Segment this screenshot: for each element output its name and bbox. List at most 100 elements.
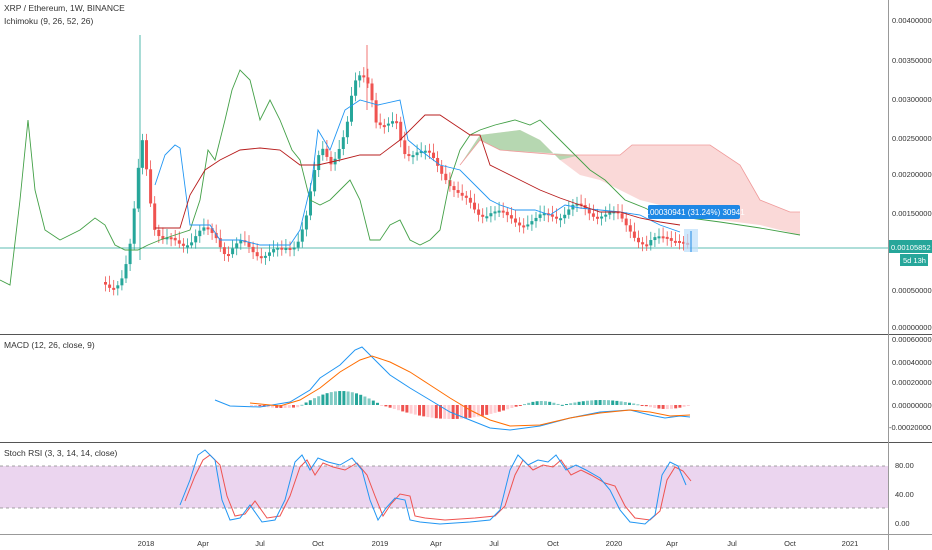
candle-body xyxy=(251,246,255,253)
candle-body xyxy=(522,225,526,228)
macd-pane[interactable] xyxy=(0,336,888,441)
macd-histogram-bar xyxy=(573,402,577,405)
macd-histogram-bar xyxy=(678,405,682,408)
macd-tick: 0.00060000 xyxy=(892,335,932,344)
candle-body xyxy=(682,241,686,244)
macd-histogram-bar xyxy=(451,405,455,419)
candle-body xyxy=(608,212,612,215)
candle-body xyxy=(641,242,645,245)
candle-body xyxy=(444,173,448,181)
macd-histogram-bar xyxy=(342,391,346,405)
macd-histogram-bar xyxy=(556,403,560,405)
macd-histogram-bar xyxy=(384,405,388,407)
price-tick: 0.00300000 xyxy=(892,95,932,104)
macd-histogram-bar xyxy=(250,405,253,406)
macd-histogram-bar xyxy=(376,402,379,405)
candle-body xyxy=(284,247,288,250)
candle-body xyxy=(354,80,358,96)
price-tick: 0.00050000 xyxy=(892,286,932,295)
macd-indicator xyxy=(214,346,691,431)
time-axis[interactable]: 2018 Apr Jul Oct 2019 Apr Jul Oct 2020 Apr Jul Oct 2… xyxy=(138,539,859,548)
macd-histogram-bar xyxy=(531,401,535,405)
candle-body xyxy=(423,150,427,153)
macd-histogram-bar xyxy=(539,401,543,405)
candle-body xyxy=(378,122,382,126)
measure-tooltip xyxy=(648,205,740,219)
symbol-title[interactable]: XRP / Ethereum, 1W, BINANCE xyxy=(4,3,125,13)
candle-body xyxy=(181,243,185,246)
candle-body xyxy=(309,191,312,216)
macd-histogram-bar xyxy=(636,404,640,406)
candle-body xyxy=(473,202,476,210)
candle-body xyxy=(206,227,210,230)
ichimoku-legend[interactable]: Ichimoku (9, 26, 52, 26) xyxy=(4,16,93,26)
macd-histogram-bar xyxy=(569,403,573,405)
candle-body xyxy=(493,211,497,214)
candle-body xyxy=(161,236,165,240)
macd-histogram-bar xyxy=(472,405,476,418)
stoch-axis[interactable]: 80.00 40.00 0.00 xyxy=(895,461,914,528)
macd-histogram-bar xyxy=(590,400,594,405)
candle-body xyxy=(120,278,124,286)
macd-histogram-bar xyxy=(514,405,518,407)
macd-histogram-bar xyxy=(586,400,589,405)
macd-histogram-bar xyxy=(565,404,568,406)
ichimoku-lines xyxy=(0,69,801,286)
macd-histogram-bar xyxy=(598,400,602,405)
candle-body xyxy=(157,229,161,237)
macd-histogram-bar xyxy=(640,405,644,406)
macd-histogram-bar xyxy=(325,393,329,405)
signal-line xyxy=(249,355,691,427)
candle-body xyxy=(661,236,665,239)
stoch-legend[interactable]: Stoch RSI (3, 3, 14, 14, close) xyxy=(4,448,118,458)
candle-body xyxy=(395,121,399,124)
candle-body xyxy=(280,247,284,250)
candle-body xyxy=(596,216,599,219)
macd-axis[interactable]: 0.00060000 0.00040000 0.00020000 0.00000… xyxy=(889,335,932,432)
candle-body xyxy=(169,237,173,240)
macd-legend[interactable]: MACD (12, 26, close, 9) xyxy=(4,340,95,350)
candle-body xyxy=(263,255,267,258)
macd-histogram-bar xyxy=(464,405,468,419)
candle-body xyxy=(153,203,157,230)
candle-body xyxy=(604,214,608,217)
candle-body xyxy=(411,155,415,158)
candle-body xyxy=(481,214,485,217)
macd-histogram-bar xyxy=(317,396,321,405)
candle-body xyxy=(591,213,595,217)
macd-histogram-bar xyxy=(418,405,421,416)
macd-histogram-bar xyxy=(434,405,438,419)
candle-body xyxy=(104,282,107,285)
time-tick: 2021 xyxy=(842,539,859,548)
time-tick: Oct xyxy=(312,539,325,548)
macd-histogram-bar xyxy=(476,405,480,417)
candle-body xyxy=(653,237,657,241)
candle-body xyxy=(620,213,624,219)
macd-histogram-bar xyxy=(271,405,274,408)
candle-body xyxy=(501,210,505,213)
macd-histogram-bar xyxy=(665,405,669,409)
candle-body xyxy=(214,232,218,239)
candle-body xyxy=(587,209,591,214)
macd-histogram-bar xyxy=(548,401,552,405)
candle-body xyxy=(399,121,403,141)
time-tick: 2019 xyxy=(372,539,389,548)
kijun-sen xyxy=(155,114,681,229)
candle-body xyxy=(235,243,239,249)
macd-histogram-bar xyxy=(287,405,291,408)
macd-histogram-bar xyxy=(485,405,489,415)
macd-histogram-bar xyxy=(674,405,678,409)
macd-histogram-bar xyxy=(649,405,652,408)
candle-body xyxy=(325,148,329,157)
candle-body xyxy=(534,217,538,222)
macd-histogram-bar xyxy=(661,405,665,409)
time-tick: Apr xyxy=(197,539,209,548)
macd-histogram-bar xyxy=(481,405,484,416)
main-pane[interactable] xyxy=(0,0,888,333)
macd-histogram-bar xyxy=(623,402,627,405)
macd-histogram-bar xyxy=(308,400,312,405)
macd-histogram-bar xyxy=(489,405,493,414)
price-axis[interactable]: 0.00400000 0.00350000 0.00300000 0.00250… xyxy=(892,16,932,332)
candle-body xyxy=(268,252,271,256)
